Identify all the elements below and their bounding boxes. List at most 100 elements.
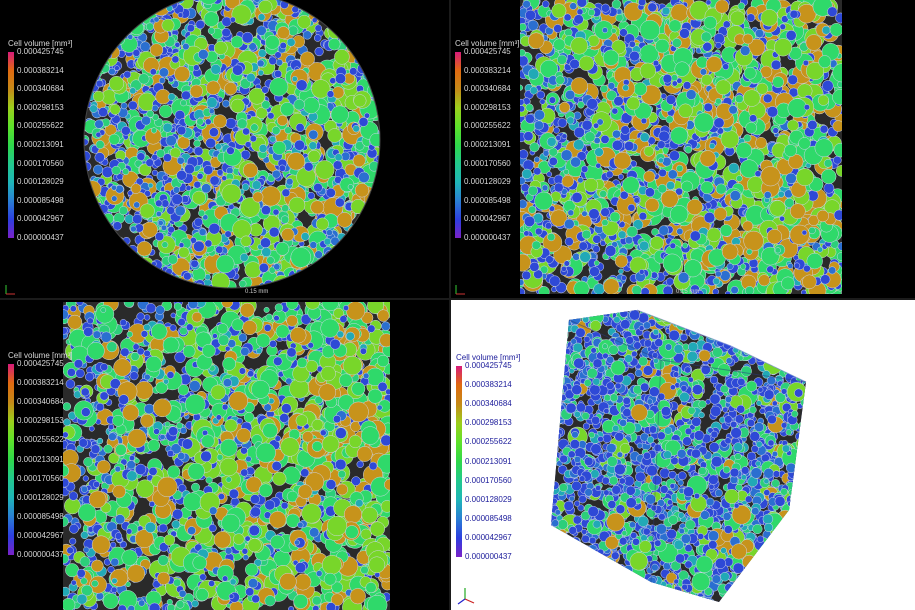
cell xyxy=(560,265,567,272)
cell xyxy=(354,141,365,151)
cell xyxy=(98,107,109,118)
cell xyxy=(295,274,303,282)
cell xyxy=(602,49,620,66)
cell xyxy=(148,275,163,288)
cell xyxy=(275,58,283,67)
cell xyxy=(836,252,842,261)
cell xyxy=(699,150,717,167)
cell xyxy=(619,190,629,200)
cell xyxy=(623,79,630,86)
cell xyxy=(835,165,842,177)
cell xyxy=(258,144,268,153)
cell xyxy=(128,0,149,20)
cell xyxy=(670,74,679,82)
cell xyxy=(171,55,180,64)
cell xyxy=(311,79,331,99)
legend-title: Cell volume [mm³] xyxy=(455,39,520,48)
cell xyxy=(359,244,375,260)
cell xyxy=(789,9,799,19)
cell xyxy=(119,263,140,284)
cell xyxy=(611,0,622,9)
cell xyxy=(525,113,535,124)
cell xyxy=(789,224,810,245)
cell xyxy=(626,226,638,238)
cell xyxy=(329,9,342,21)
cell xyxy=(87,72,96,81)
cell xyxy=(360,258,373,272)
cell xyxy=(553,38,566,51)
cell xyxy=(363,214,372,224)
cell xyxy=(208,222,221,235)
cell xyxy=(766,106,779,118)
cell xyxy=(725,290,731,294)
cell xyxy=(566,116,575,125)
cell xyxy=(371,82,380,98)
cell xyxy=(133,273,143,283)
cell xyxy=(229,16,236,23)
cell xyxy=(276,26,290,40)
cell xyxy=(638,212,648,221)
cell xyxy=(683,259,702,278)
cell xyxy=(111,235,118,242)
cell xyxy=(309,241,318,249)
cell xyxy=(520,149,529,160)
cell xyxy=(310,0,324,5)
cell xyxy=(101,272,113,284)
cell xyxy=(338,240,358,260)
cell xyxy=(102,271,108,277)
cell xyxy=(154,274,162,283)
cell xyxy=(91,38,98,46)
cell xyxy=(271,126,281,135)
cell xyxy=(100,244,110,255)
cell xyxy=(193,146,204,156)
cell xyxy=(104,11,125,32)
cell xyxy=(133,201,141,209)
cell xyxy=(238,279,247,288)
cell xyxy=(86,39,105,58)
cell xyxy=(356,238,368,250)
cell xyxy=(581,229,592,240)
cell xyxy=(650,236,664,250)
cell xyxy=(719,270,731,282)
cell xyxy=(365,61,380,78)
cell xyxy=(577,177,584,184)
legend-tick-label: 0.000170560 xyxy=(17,158,64,168)
cell xyxy=(639,19,661,41)
cell xyxy=(165,135,177,147)
cell xyxy=(770,59,782,71)
cell xyxy=(700,181,714,195)
cell xyxy=(124,4,134,14)
cell xyxy=(715,270,722,278)
cell xyxy=(110,239,120,249)
cell xyxy=(305,268,313,276)
cell xyxy=(685,89,697,100)
cell xyxy=(675,187,683,196)
cell xyxy=(318,273,335,288)
cell xyxy=(215,143,222,151)
cell xyxy=(531,240,541,250)
cell xyxy=(523,131,534,142)
cell xyxy=(240,235,252,247)
cell xyxy=(793,262,801,269)
cell xyxy=(122,13,131,22)
cell xyxy=(660,189,679,208)
cell xyxy=(343,261,355,273)
cell xyxy=(613,96,624,107)
cell xyxy=(160,224,168,231)
cell xyxy=(162,174,169,181)
legend-tick-label: 0.000213091 xyxy=(17,140,64,149)
cell xyxy=(137,276,157,288)
cell xyxy=(145,22,154,31)
cell xyxy=(160,0,175,3)
cell xyxy=(801,289,807,294)
cell xyxy=(584,131,596,143)
cell xyxy=(756,82,769,95)
cell xyxy=(835,12,842,24)
legend-panel-1: Cell volume [mm³] 0.000425745 0.000383214 0… xyxy=(8,40,88,250)
cell xyxy=(611,107,619,115)
cell xyxy=(548,96,556,104)
legend-color-bar xyxy=(8,52,14,238)
cell xyxy=(122,17,130,25)
cell xyxy=(123,70,132,79)
cell xyxy=(328,267,340,279)
